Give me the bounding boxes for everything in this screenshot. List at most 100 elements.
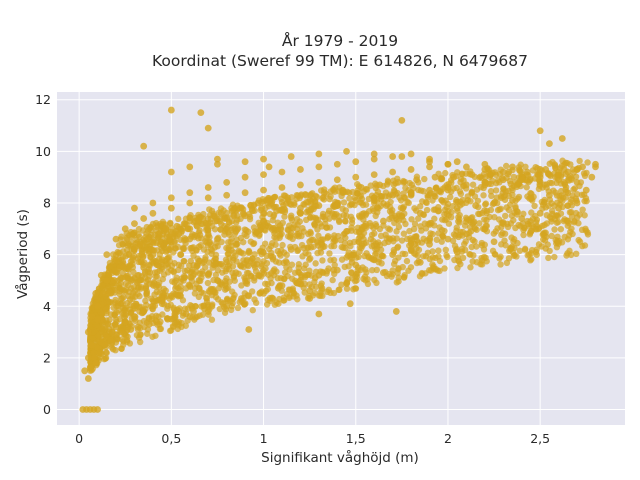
cloud-point	[503, 162, 510, 170]
data-point	[195, 243, 203, 251]
cloud-point	[243, 256, 251, 263]
data-point	[302, 191, 310, 199]
data-point	[287, 153, 295, 160]
data-point	[297, 277, 304, 284]
data-point	[416, 209, 424, 217]
cloud-point	[174, 306, 181, 313]
x-tick-label: 0	[75, 431, 83, 446]
cloud-point	[579, 206, 586, 213]
cloud-point	[335, 213, 343, 220]
cloud-point	[349, 216, 356, 223]
data-point	[131, 204, 138, 212]
data-point	[166, 235, 173, 243]
cloud-point	[520, 231, 527, 239]
cloud-point	[426, 235, 434, 243]
cloud-point	[154, 261, 161, 269]
cloud-point	[331, 261, 338, 269]
data-point	[333, 176, 341, 184]
data-point	[453, 248, 461, 256]
cloud-point	[88, 304, 95, 312]
data-point	[545, 171, 553, 179]
data-point	[260, 171, 267, 179]
cloud-point	[438, 238, 445, 245]
cloud-point	[423, 199, 430, 207]
cloud-point	[401, 271, 408, 279]
cloud-point	[372, 250, 379, 258]
x-tick-label: 0,5	[161, 431, 181, 446]
data-point	[486, 171, 494, 179]
cloud-point	[342, 207, 350, 214]
cloud-point	[379, 252, 386, 260]
cloud-point	[136, 338, 144, 346]
cloud-point	[457, 190, 465, 198]
data-point	[90, 349, 98, 357]
cloud-point	[313, 193, 321, 201]
cloud-point	[238, 282, 245, 289]
data-point	[241, 158, 249, 166]
cloud-point	[181, 305, 189, 312]
data-point	[343, 147, 350, 155]
cloud-point	[111, 312, 118, 319]
data-point	[254, 199, 262, 207]
data-point	[536, 166, 544, 173]
cloud-point	[314, 226, 321, 233]
data-point	[258, 204, 266, 212]
cloud-point	[521, 245, 529, 253]
data-point	[217, 209, 225, 217]
cloud-point	[229, 263, 237, 270]
cloud-point	[311, 221, 318, 228]
cloud-point	[350, 286, 357, 293]
cloud-point	[317, 289, 324, 296]
cloud-point	[373, 222, 380, 230]
data-point	[167, 168, 175, 176]
cloud-point	[157, 220, 164, 228]
cloud-point	[469, 258, 476, 265]
cloud-point	[132, 293, 139, 300]
cloud-point	[143, 223, 151, 231]
cloud-point	[337, 237, 345, 244]
cloud-point	[563, 159, 571, 167]
cloud-point	[497, 253, 504, 260]
cloud-point	[420, 253, 427, 260]
cloud-point	[476, 220, 483, 227]
data-point	[573, 178, 581, 186]
data-point	[463, 181, 470, 189]
cloud-point	[549, 158, 556, 166]
cloud-point	[258, 261, 266, 268]
data-point	[361, 222, 369, 230]
data-point	[392, 308, 400, 315]
cloud-point	[195, 293, 203, 301]
cloud-point	[350, 251, 358, 258]
cloud-point	[318, 241, 326, 248]
chart-title: År 1979 - 2019	[282, 31, 398, 50]
data-point	[297, 166, 304, 173]
data-point	[472, 202, 480, 209]
data-point	[103, 277, 111, 284]
data-point	[426, 163, 433, 171]
cloud-point	[395, 265, 402, 272]
cloud-point	[330, 256, 338, 264]
cloud-point	[532, 212, 539, 220]
data-point	[407, 150, 415, 158]
data-point	[315, 163, 323, 171]
cloud-point	[533, 226, 540, 233]
data-point	[210, 212, 218, 220]
cloud-point	[291, 269, 299, 276]
cloud-point	[442, 246, 450, 254]
data-point	[453, 158, 461, 166]
cloud-point	[203, 234, 210, 241]
data-point	[450, 173, 457, 181]
cloud-point	[480, 192, 487, 199]
data-point	[499, 220, 507, 228]
cloud-point	[264, 286, 272, 293]
cloud-point	[512, 224, 519, 232]
cloud-point	[273, 226, 280, 234]
cloud-point	[212, 293, 220, 301]
cloud-point	[529, 167, 537, 174]
data-point	[407, 246, 415, 253]
cloud-point	[111, 267, 118, 275]
cloud-point	[439, 216, 446, 223]
cloud-point	[295, 264, 302, 271]
cloud-point	[217, 205, 225, 212]
data-point	[250, 261, 258, 269]
